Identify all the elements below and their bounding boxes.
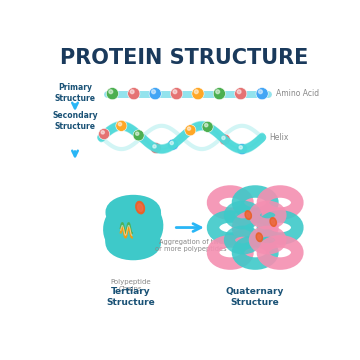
Ellipse shape [136,202,144,214]
Text: Primary
Structure: Primary Structure [54,84,95,103]
Circle shape [258,90,262,94]
Ellipse shape [270,218,276,226]
Ellipse shape [271,220,275,224]
Circle shape [167,139,179,150]
Circle shape [204,123,208,127]
Circle shape [173,90,177,94]
Circle shape [256,87,268,100]
Circle shape [171,87,183,100]
Circle shape [152,90,156,94]
Circle shape [118,122,122,126]
Ellipse shape [245,211,251,220]
Text: Quaternary
Structure: Quaternary Structure [226,287,284,306]
Circle shape [101,131,104,134]
Text: Amino Acid: Amino Acid [276,89,319,98]
Circle shape [219,134,230,145]
Circle shape [192,87,204,100]
Circle shape [194,90,198,94]
Circle shape [153,145,156,148]
Circle shape [109,90,113,94]
Text: PROTEIN STRUCTURE: PROTEIN STRUCTURE [60,49,309,68]
Circle shape [202,121,213,132]
Ellipse shape [258,235,261,240]
Text: Helix: Helix [269,133,288,142]
Circle shape [150,143,161,154]
Text: Secondary
Structure: Secondary Structure [52,111,98,131]
Circle shape [216,90,220,94]
Circle shape [136,132,139,135]
Circle shape [106,87,118,100]
Circle shape [237,90,241,94]
Circle shape [116,120,127,131]
Circle shape [237,144,248,154]
Circle shape [235,87,247,100]
Text: Aggregation of two
or more polypeptides: Aggregation of two or more polypeptides [155,239,227,252]
Circle shape [213,87,225,100]
Circle shape [222,136,225,140]
Circle shape [149,87,161,100]
Circle shape [130,90,134,94]
Circle shape [99,129,110,140]
Text: Tertiary
Structure: Tertiary Structure [106,287,155,306]
Circle shape [185,125,196,136]
Text: Polypeptide
Chains: Polypeptide Chains [110,279,151,292]
Ellipse shape [247,213,250,217]
Ellipse shape [256,233,262,242]
Ellipse shape [138,204,143,211]
Circle shape [170,141,174,145]
Circle shape [239,146,242,149]
Circle shape [128,87,140,100]
Circle shape [133,130,144,141]
Circle shape [187,127,191,130]
